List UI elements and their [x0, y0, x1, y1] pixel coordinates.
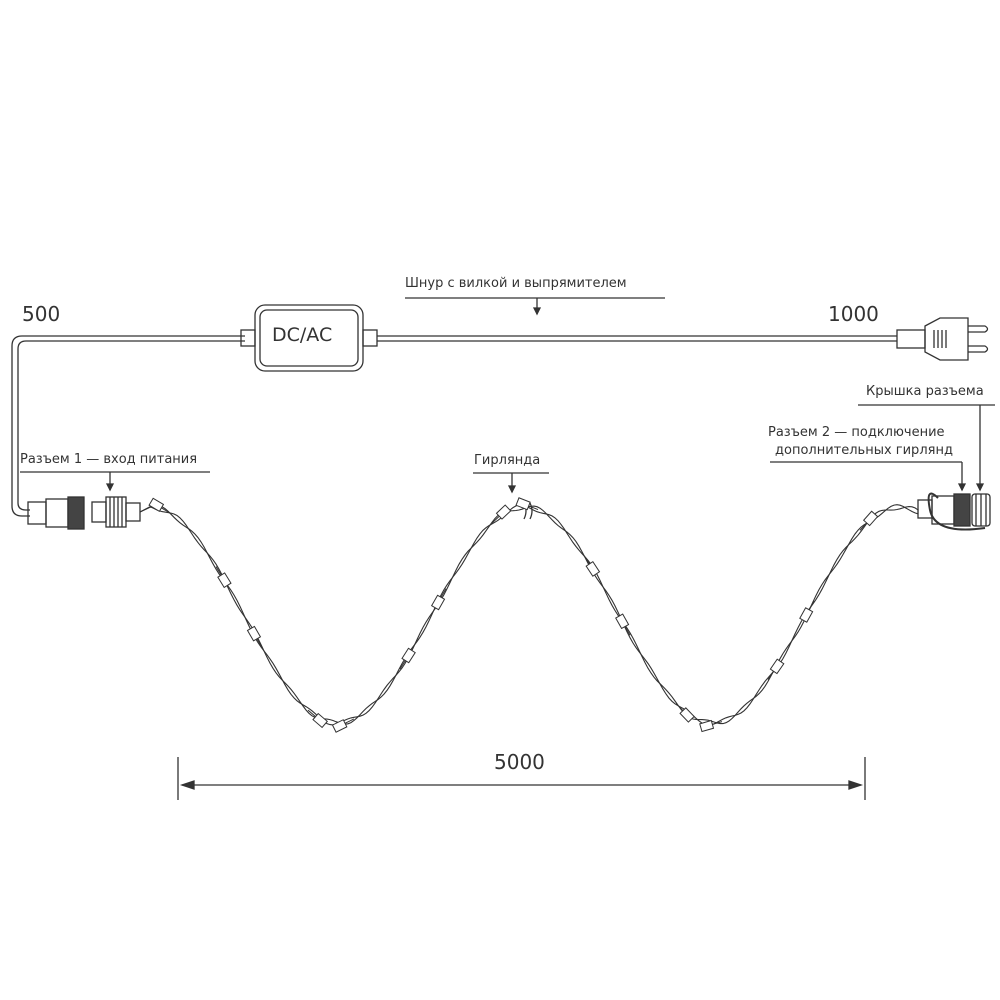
right-length-label: 1000 [828, 302, 879, 326]
garland-strand [139, 504, 919, 725]
connector-2-label-line2: дополнительных гирлянд [775, 443, 953, 458]
garland-wire [139, 504, 919, 726]
led-bulb [307, 709, 329, 729]
cap-strap [927, 492, 986, 531]
dimension-line [177, 757, 866, 800]
led-bulb [515, 497, 539, 511]
led-bulb [331, 718, 355, 733]
led-bulb [767, 658, 785, 680]
led-bulb [583, 555, 601, 577]
led-bulb [615, 613, 631, 636]
led-bulb [430, 588, 447, 611]
left-length-label: 500 [22, 302, 61, 326]
led-bulb [675, 703, 695, 723]
rectifier-label: DC/AC [272, 324, 333, 346]
led-bulb [246, 625, 263, 648]
led-bulb [491, 504, 512, 524]
cap-label: Крышка разъема [866, 384, 984, 399]
led-bulb [859, 510, 879, 531]
connector-2-label-line1: Разъем 2 — подключение [768, 425, 945, 440]
connector-1-icon [27, 496, 141, 530]
connector-1-label: Разъем 1 — вход питания [20, 452, 198, 467]
connector-2-icon [917, 492, 991, 531]
led-bulb [148, 497, 171, 514]
cord-left [11, 335, 245, 517]
cord-right [377, 335, 897, 342]
garland-leds [148, 497, 879, 733]
plug-icon [896, 317, 989, 361]
garland-length-label: 5000 [494, 750, 545, 774]
led-bulb [799, 600, 815, 623]
garland-label: Гирлянда [474, 453, 541, 468]
cord-label: Шнур с вилкой и выпрямителем [405, 276, 627, 291]
led-bulb [215, 566, 232, 589]
led-bulb [399, 647, 416, 670]
led-bulb [699, 719, 723, 733]
